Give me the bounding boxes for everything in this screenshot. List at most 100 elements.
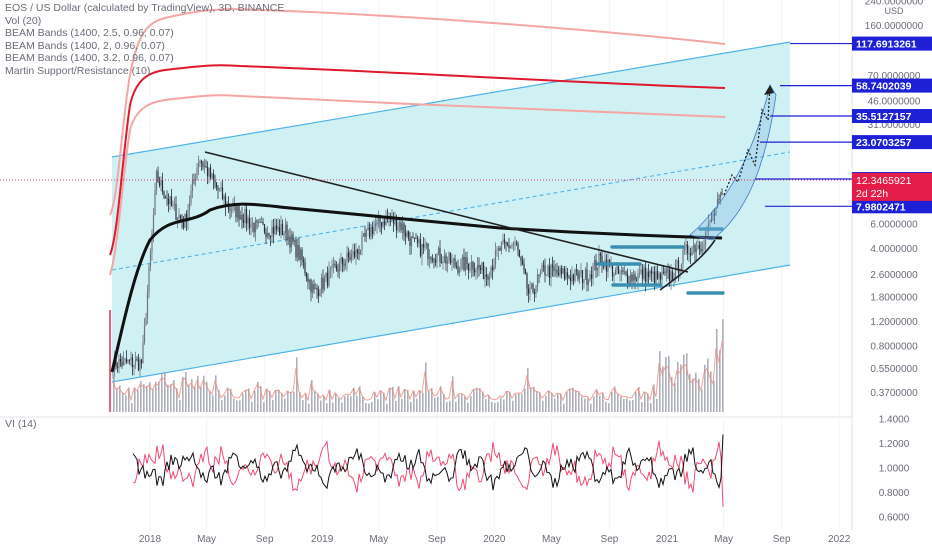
- candle-body: [329, 268, 332, 270]
- candle-body: [428, 257, 431, 259]
- candle-body: [710, 220, 713, 221]
- candle-body: [494, 250, 497, 265]
- candle-body: [340, 257, 342, 262]
- candle-body: [325, 272, 327, 279]
- volume-bar: [359, 386, 361, 412]
- volume-bar: [221, 400, 223, 412]
- candle-body: [196, 168, 198, 179]
- candle-body: [583, 279, 585, 283]
- candle-body: [353, 251, 356, 257]
- candle-body: [544, 265, 546, 275]
- candle-body: [685, 244, 687, 249]
- y-tick-label: 160.0000000: [865, 21, 924, 32]
- volume-bar: [608, 403, 610, 412]
- candle-body: [674, 263, 677, 280]
- y-tick-label: 0.5500000: [870, 364, 918, 375]
- x-tick-label: 2018: [139, 534, 162, 545]
- candle-body: [215, 182, 218, 187]
- regression-channel: [111, 41, 791, 383]
- volume-bar: [254, 390, 256, 412]
- candle-body: [122, 358, 125, 366]
- candle-body: [487, 276, 489, 280]
- volume-bar: [248, 388, 250, 412]
- candle-body: [407, 231, 410, 238]
- volume-bar: [692, 378, 694, 412]
- volume-bars: [109, 310, 724, 412]
- volume-bar: [539, 392, 541, 412]
- volume-bar: [431, 387, 433, 412]
- candle-body: [160, 179, 162, 186]
- candle-body: [148, 266, 150, 293]
- candle-body: [191, 179, 194, 191]
- volume-bar: [476, 387, 478, 412]
- candle-body: [683, 248, 686, 250]
- candle-body: [356, 249, 359, 253]
- y-tick-label: 1.2000000: [870, 317, 918, 328]
- volume-bar: [410, 401, 412, 412]
- candle-body: [454, 258, 456, 266]
- candle-body: [289, 236, 291, 248]
- volume-bar: [464, 396, 466, 412]
- candle-body: [668, 269, 671, 281]
- candle-body: [200, 161, 203, 163]
- candle-body: [388, 218, 390, 220]
- candle-body: [647, 271, 650, 277]
- candle-body: [443, 255, 446, 263]
- candle-body: [689, 252, 692, 256]
- volume-bar: [353, 387, 355, 412]
- volume-bar: [689, 373, 691, 412]
- legend-line: BEAM Bands (1400, 2.5, 0.96, 0.07): [5, 27, 174, 40]
- vi-tick-label: 1.2000: [879, 439, 910, 450]
- candle-body: [229, 209, 231, 211]
- volume-bar: [683, 354, 685, 412]
- candle-body: [203, 166, 206, 167]
- volume-bar: [635, 392, 637, 412]
- legend-line: BEAM Bands (1400, 2, 0.96, 0.07): [5, 39, 165, 52]
- candle-body: [385, 216, 387, 225]
- candle-body: [242, 220, 245, 223]
- candle-body: [244, 208, 246, 223]
- candle-body: [133, 364, 135, 368]
- volume-bar: [623, 398, 625, 412]
- volume-bar: [293, 391, 295, 412]
- volume-bar: [167, 384, 169, 412]
- vi-tick-label: 0.6000: [879, 513, 910, 524]
- candle-body: [217, 186, 219, 190]
- candle-body: [119, 358, 122, 363]
- candle-body: [535, 286, 537, 294]
- volume-bar: [131, 403, 133, 412]
- volume-bar: [710, 371, 712, 412]
- volume-bar: [380, 390, 382, 412]
- price-candles: [112, 155, 723, 379]
- volume-bar: [278, 389, 280, 412]
- volume-bar: [482, 391, 484, 412]
- volume-bar: [197, 375, 199, 412]
- candle-body: [514, 242, 516, 245]
- legend-title: EOS / US Dollar (calculated by TradingVi…: [5, 2, 285, 14]
- candle-body: [667, 269, 669, 271]
- price-label-text: 23.0703257: [856, 137, 912, 149]
- volume-bar: [458, 394, 460, 412]
- candle-body: [502, 239, 504, 242]
- candle-body: [427, 243, 429, 259]
- candle-body: [167, 198, 170, 205]
- candle-body: [164, 197, 167, 199]
- candle-body: [496, 250, 498, 252]
- volume-bar: [599, 396, 601, 412]
- candle-body: [398, 222, 401, 227]
- candle-body: [266, 233, 269, 238]
- volume-bar: [155, 381, 157, 412]
- candle-body: [587, 280, 590, 285]
- volume-bar: [560, 394, 562, 412]
- candle-body: [580, 270, 582, 274]
- candle-body: [448, 252, 450, 261]
- candle-body: [142, 342, 144, 364]
- candle-body: [446, 260, 449, 264]
- volume-bar: [224, 395, 226, 412]
- volume-bar: [362, 396, 364, 412]
- candle-body: [221, 187, 224, 199]
- long-moving-average: [110, 202, 723, 373]
- volume-bar: [146, 385, 148, 412]
- candle-body: [341, 257, 344, 265]
